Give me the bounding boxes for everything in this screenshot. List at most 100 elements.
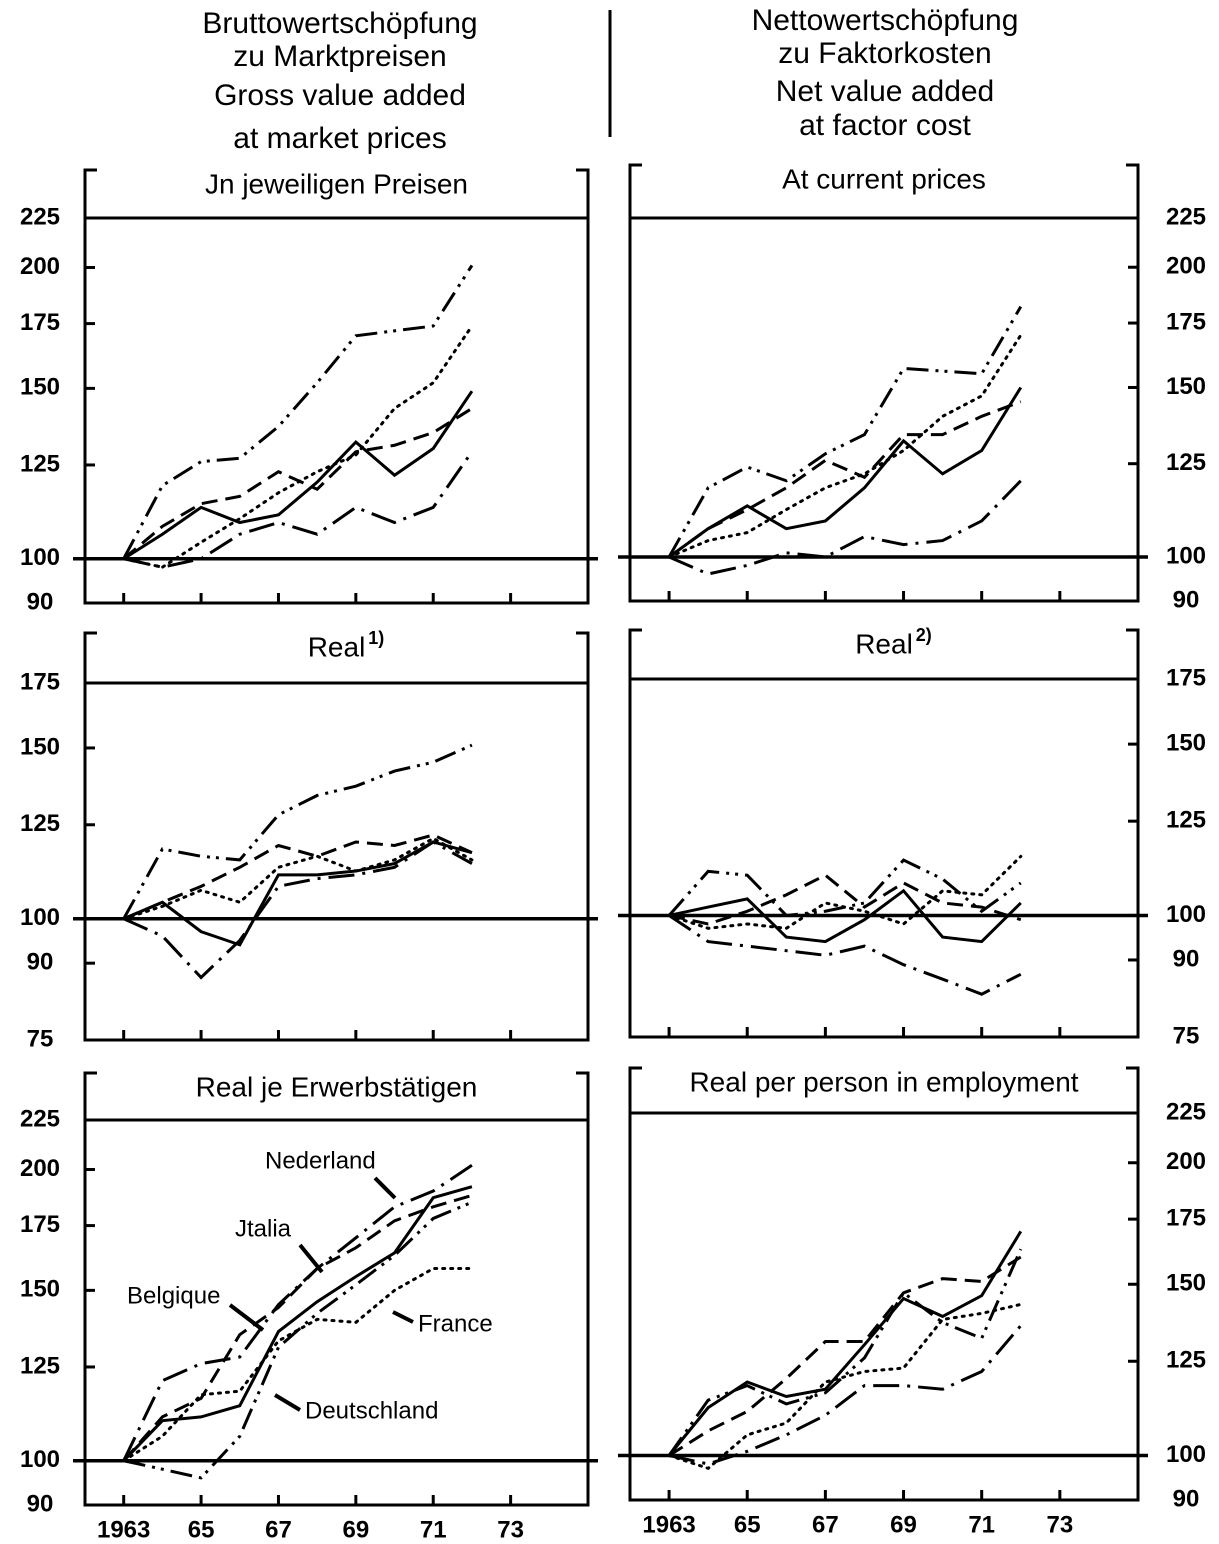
column-header: Bruttowertschöpfung xyxy=(202,7,477,40)
annotation-arrow xyxy=(273,1393,302,1412)
y-tick-label: 100 xyxy=(20,904,60,931)
frame xyxy=(628,163,1140,603)
series-line xyxy=(123,1200,473,1480)
annotation-arrow xyxy=(298,1243,324,1274)
column-header: Net value added xyxy=(776,75,995,108)
y-tick-label: 90 xyxy=(1173,1485,1200,1512)
column-header: at factor cost xyxy=(799,109,971,142)
series-label: France xyxy=(418,1310,493,1337)
column-header: at market prices xyxy=(233,122,446,155)
y-tick-label: 90 xyxy=(27,949,54,976)
series-label: Jtalia xyxy=(235,1215,292,1242)
series-line xyxy=(667,305,1023,558)
y-tick-label: 90 xyxy=(27,1490,54,1517)
y-tick-label: 225 xyxy=(1166,203,1206,230)
chart-title: Real je Erwerbstätigen xyxy=(196,1071,478,1102)
y-tick-label: 200 xyxy=(1166,1148,1206,1175)
column-header: Gross value added xyxy=(214,79,466,112)
series-line xyxy=(667,1248,1023,1457)
y-tick-label: 175 xyxy=(20,1211,60,1238)
annotation-arrow xyxy=(392,1310,414,1324)
chart-title: Real xyxy=(308,631,366,662)
x-tick-label: 73 xyxy=(497,1516,524,1543)
series-line xyxy=(668,386,1023,559)
frame xyxy=(83,631,590,1042)
y-tick-label: 175 xyxy=(20,668,60,695)
y-tick-label: 90 xyxy=(1173,586,1200,613)
series-line xyxy=(668,888,1022,944)
chart-title: Real xyxy=(855,628,913,659)
series-line xyxy=(668,873,1022,926)
series-line xyxy=(667,858,1022,918)
series-line xyxy=(122,390,474,560)
x-tick-label: 65 xyxy=(734,1511,761,1538)
frame xyxy=(628,1066,1140,1502)
y-tick-label: 90 xyxy=(27,588,54,615)
series-line xyxy=(123,833,473,921)
y-tick-label: 200 xyxy=(20,253,60,280)
y-tick-label: 125 xyxy=(1166,1347,1206,1374)
y-tick-label: 100 xyxy=(20,544,60,571)
x-tick-label: 71 xyxy=(968,1511,995,1538)
y-tick-label: 150 xyxy=(20,374,60,401)
y-tick-label: 175 xyxy=(20,309,60,336)
column-header: zu Marktpreisen xyxy=(233,40,446,73)
series-line xyxy=(122,1185,473,1462)
chart-title: Jn jeweiligen Preisen xyxy=(205,168,468,199)
x-tick-label: 69 xyxy=(890,1511,917,1538)
y-tick-label: 100 xyxy=(1166,901,1206,928)
y-tick-label: 75 xyxy=(27,1025,54,1052)
x-tick-label: 1963 xyxy=(97,1516,150,1543)
x-tick-label: 65 xyxy=(188,1516,215,1543)
series-line xyxy=(668,914,1022,996)
series-line xyxy=(122,264,474,560)
y-tick-label: 175 xyxy=(1166,1204,1206,1231)
y-tick-label: 125 xyxy=(20,810,60,837)
annotation-arrow xyxy=(228,1303,265,1332)
y-tick-label: 100 xyxy=(20,1446,60,1473)
title-note: 2) xyxy=(916,625,932,645)
series-line xyxy=(668,400,1022,559)
chart-title: Real per person in employment xyxy=(689,1066,1078,1097)
x-tick-label: 69 xyxy=(342,1516,369,1543)
series-line xyxy=(668,1324,1022,1466)
y-tick-label: 150 xyxy=(20,1276,60,1303)
series-line xyxy=(122,1194,473,1462)
series-line xyxy=(122,407,473,560)
y-tick-label: 125 xyxy=(20,450,60,477)
series-label: Deutschland xyxy=(305,1397,438,1424)
y-tick-label: 125 xyxy=(1166,449,1206,476)
frame xyxy=(83,168,590,605)
frame xyxy=(628,628,1140,1039)
y-tick-label: 125 xyxy=(1166,807,1206,834)
y-tick-label: 150 xyxy=(1166,729,1206,756)
column-header: zu Faktorkosten xyxy=(778,37,991,70)
series-line xyxy=(122,836,474,921)
y-tick-label: 100 xyxy=(1166,542,1206,569)
y-tick-label: 225 xyxy=(20,203,60,230)
series-line xyxy=(122,743,473,920)
x-tick-label: 71 xyxy=(420,1516,447,1543)
annotation-arrow xyxy=(373,1176,397,1200)
y-tick-label: 150 xyxy=(1166,1270,1206,1297)
series-label: Nederland xyxy=(265,1147,376,1174)
series-line xyxy=(668,479,1022,576)
series-label: Belgique xyxy=(127,1282,220,1309)
y-tick-label: 90 xyxy=(1173,945,1200,972)
x-tick-label: 1963 xyxy=(642,1511,695,1538)
series-line xyxy=(122,1164,473,1462)
y-tick-label: 125 xyxy=(20,1352,60,1379)
series-line xyxy=(667,333,1023,559)
y-tick-label: 150 xyxy=(20,733,60,760)
series-line xyxy=(667,1230,1023,1457)
y-tick-label: 150 xyxy=(1166,373,1206,400)
x-tick-label: 67 xyxy=(265,1516,292,1543)
x-tick-label: 67 xyxy=(812,1511,839,1538)
series-line xyxy=(668,1255,1022,1457)
series-line xyxy=(123,450,474,569)
y-tick-label: 100 xyxy=(1166,1441,1206,1468)
title-note: 1) xyxy=(368,628,384,648)
y-tick-label: 175 xyxy=(1166,308,1206,335)
